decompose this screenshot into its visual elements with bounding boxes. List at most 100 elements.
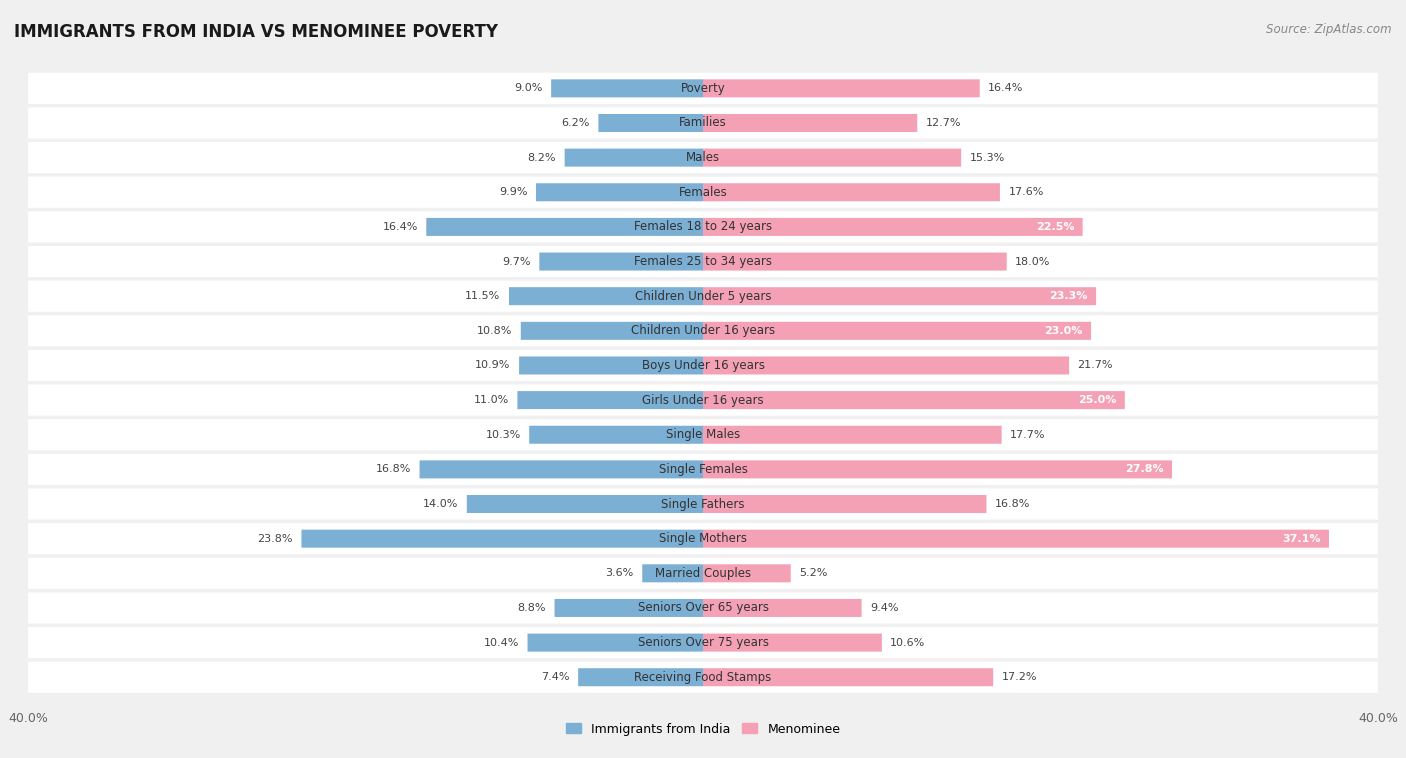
FancyBboxPatch shape: [28, 246, 1378, 277]
Text: 9.0%: 9.0%: [515, 83, 543, 93]
FancyBboxPatch shape: [565, 149, 703, 167]
FancyBboxPatch shape: [703, 149, 962, 167]
Text: Single Males: Single Males: [666, 428, 740, 441]
FancyBboxPatch shape: [703, 426, 1001, 443]
FancyBboxPatch shape: [599, 114, 703, 132]
FancyBboxPatch shape: [529, 426, 703, 443]
FancyBboxPatch shape: [703, 114, 917, 132]
Text: 16.4%: 16.4%: [382, 222, 418, 232]
Text: 16.8%: 16.8%: [375, 465, 411, 475]
Text: 6.2%: 6.2%: [561, 118, 591, 128]
FancyBboxPatch shape: [703, 391, 1125, 409]
Text: 14.0%: 14.0%: [423, 499, 458, 509]
FancyBboxPatch shape: [517, 391, 703, 409]
FancyBboxPatch shape: [28, 454, 1378, 485]
FancyBboxPatch shape: [703, 80, 980, 97]
Text: Source: ZipAtlas.com: Source: ZipAtlas.com: [1267, 23, 1392, 36]
FancyBboxPatch shape: [28, 108, 1378, 139]
Text: Married Couples: Married Couples: [655, 567, 751, 580]
FancyBboxPatch shape: [301, 530, 703, 548]
Text: IMMIGRANTS FROM INDIA VS MENOMINEE POVERTY: IMMIGRANTS FROM INDIA VS MENOMINEE POVER…: [14, 23, 498, 41]
FancyBboxPatch shape: [28, 350, 1378, 381]
Text: 5.2%: 5.2%: [799, 568, 828, 578]
FancyBboxPatch shape: [703, 564, 790, 582]
FancyBboxPatch shape: [419, 460, 703, 478]
Text: Males: Males: [686, 151, 720, 164]
Text: 27.8%: 27.8%: [1125, 465, 1164, 475]
FancyBboxPatch shape: [28, 73, 1378, 104]
Text: Seniors Over 65 years: Seniors Over 65 years: [637, 601, 769, 615]
FancyBboxPatch shape: [703, 322, 1091, 340]
FancyBboxPatch shape: [703, 669, 993, 686]
Text: 18.0%: 18.0%: [1015, 256, 1050, 267]
FancyBboxPatch shape: [540, 252, 703, 271]
Text: 23.8%: 23.8%: [257, 534, 292, 543]
Text: 11.5%: 11.5%: [465, 291, 501, 301]
FancyBboxPatch shape: [703, 218, 1083, 236]
FancyBboxPatch shape: [28, 558, 1378, 589]
Text: 10.9%: 10.9%: [475, 361, 510, 371]
FancyBboxPatch shape: [554, 599, 703, 617]
Text: 21.7%: 21.7%: [1077, 361, 1114, 371]
FancyBboxPatch shape: [28, 419, 1378, 450]
Text: 22.5%: 22.5%: [1036, 222, 1074, 232]
Text: 7.4%: 7.4%: [541, 672, 569, 682]
Text: 10.3%: 10.3%: [485, 430, 520, 440]
Text: 10.6%: 10.6%: [890, 637, 925, 647]
Text: Receiving Food Stamps: Receiving Food Stamps: [634, 671, 772, 684]
FancyBboxPatch shape: [28, 211, 1378, 243]
Text: Females: Females: [679, 186, 727, 199]
FancyBboxPatch shape: [28, 662, 1378, 693]
Text: 8.2%: 8.2%: [527, 152, 557, 163]
FancyBboxPatch shape: [426, 218, 703, 236]
FancyBboxPatch shape: [28, 627, 1378, 658]
FancyBboxPatch shape: [536, 183, 703, 202]
Text: Poverty: Poverty: [681, 82, 725, 95]
Text: 10.8%: 10.8%: [477, 326, 512, 336]
Text: 8.8%: 8.8%: [517, 603, 546, 613]
FancyBboxPatch shape: [519, 356, 703, 374]
Text: Seniors Over 75 years: Seniors Over 75 years: [637, 636, 769, 649]
FancyBboxPatch shape: [703, 183, 1000, 202]
Text: 23.0%: 23.0%: [1045, 326, 1083, 336]
Text: Single Fathers: Single Fathers: [661, 497, 745, 511]
Text: 17.6%: 17.6%: [1008, 187, 1043, 197]
Text: 9.7%: 9.7%: [502, 256, 531, 267]
FancyBboxPatch shape: [467, 495, 703, 513]
Text: 17.2%: 17.2%: [1001, 672, 1038, 682]
FancyBboxPatch shape: [551, 80, 703, 97]
FancyBboxPatch shape: [703, 356, 1069, 374]
Text: Females 18 to 24 years: Females 18 to 24 years: [634, 221, 772, 233]
Text: 10.4%: 10.4%: [484, 637, 519, 647]
Text: 12.7%: 12.7%: [925, 118, 962, 128]
Text: Children Under 5 years: Children Under 5 years: [634, 290, 772, 302]
Text: 17.7%: 17.7%: [1010, 430, 1046, 440]
FancyBboxPatch shape: [527, 634, 703, 652]
Text: 9.4%: 9.4%: [870, 603, 898, 613]
FancyBboxPatch shape: [28, 315, 1378, 346]
Legend: Immigrants from India, Menominee: Immigrants from India, Menominee: [561, 718, 845, 741]
FancyBboxPatch shape: [509, 287, 703, 305]
FancyBboxPatch shape: [703, 460, 1173, 478]
Text: Single Mothers: Single Mothers: [659, 532, 747, 545]
Text: 37.1%: 37.1%: [1282, 534, 1320, 543]
FancyBboxPatch shape: [28, 592, 1378, 624]
Text: Families: Families: [679, 117, 727, 130]
FancyBboxPatch shape: [703, 252, 1007, 271]
Text: 9.9%: 9.9%: [499, 187, 527, 197]
FancyBboxPatch shape: [703, 634, 882, 652]
FancyBboxPatch shape: [578, 669, 703, 686]
FancyBboxPatch shape: [28, 384, 1378, 415]
FancyBboxPatch shape: [520, 322, 703, 340]
FancyBboxPatch shape: [28, 488, 1378, 520]
FancyBboxPatch shape: [28, 177, 1378, 208]
Text: 3.6%: 3.6%: [606, 568, 634, 578]
FancyBboxPatch shape: [703, 530, 1329, 548]
FancyBboxPatch shape: [703, 599, 862, 617]
Text: 15.3%: 15.3%: [970, 152, 1005, 163]
FancyBboxPatch shape: [703, 287, 1097, 305]
Text: 23.3%: 23.3%: [1049, 291, 1088, 301]
Text: Single Females: Single Females: [658, 463, 748, 476]
FancyBboxPatch shape: [28, 523, 1378, 554]
FancyBboxPatch shape: [28, 280, 1378, 312]
